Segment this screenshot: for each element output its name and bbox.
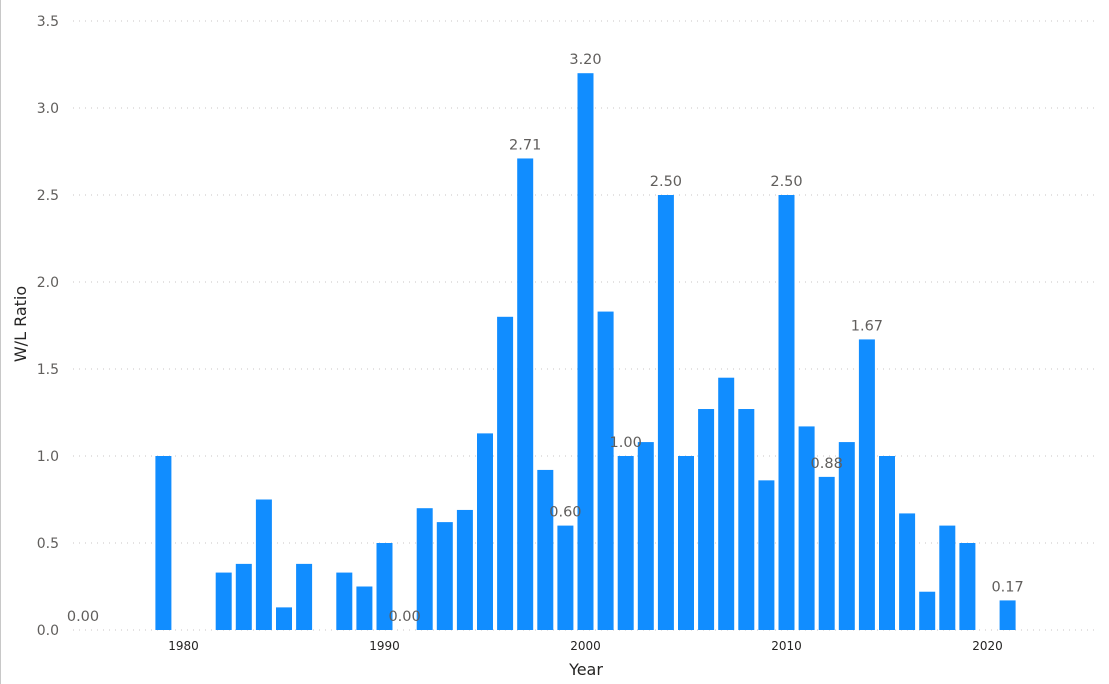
y-axis-ticks: 0.0 0.5 1.0 1.5 2.0 2.5 3.0 3.5	[37, 14, 59, 639]
x-tick-label: 2020	[972, 639, 1003, 653]
bar[interactable]	[477, 433, 493, 630]
data-label: 0.88	[811, 456, 843, 472]
y-tick-label: 1.0	[37, 449, 59, 465]
bar[interactable]	[818, 476, 835, 630]
bar[interactable]	[276, 607, 292, 630]
data-label: 2.71	[509, 137, 541, 153]
bar[interactable]	[919, 591, 936, 630]
bar[interactable]	[497, 316, 514, 630]
bar[interactable]	[778, 195, 795, 630]
bar[interactable]	[416, 508, 433, 630]
bar[interactable]	[155, 456, 172, 630]
x-axis-ticks: 1980 1990 2000 2010 2020	[168, 639, 1003, 653]
y-tick-label: 0.5	[37, 536, 59, 552]
data-label: 2.50	[770, 174, 802, 190]
bar[interactable]	[215, 572, 232, 630]
bar[interactable]	[617, 456, 634, 630]
x-axis-title: Year	[568, 660, 603, 679]
bar[interactable]	[336, 572, 353, 630]
data-label: 0.60	[549, 505, 581, 521]
bar[interactable]	[879, 456, 895, 630]
y-tick-label: 3.5	[37, 14, 59, 30]
bar[interactable]	[577, 73, 594, 630]
bar[interactable]	[798, 426, 815, 630]
x-tick-label: 2000	[570, 639, 601, 653]
bar[interactable]	[959, 543, 976, 630]
bar[interactable]	[939, 525, 956, 630]
y-axis-title: W/L Ratio	[11, 286, 30, 362]
left-border	[0, 0, 1, 684]
x-tick-label: 2010	[771, 639, 802, 653]
x-tick-label: 1980	[168, 639, 199, 653]
y-tick-label: 2.5	[37, 188, 59, 204]
y-tick-label: 0.0	[37, 623, 59, 639]
bar[interactable]	[436, 522, 453, 630]
bar[interactable]	[255, 499, 272, 631]
bar[interactable]	[718, 377, 735, 630]
bar[interactable]	[999, 600, 1016, 630]
bar[interactable]	[296, 563, 313, 630]
bar[interactable]	[637, 442, 654, 630]
bar[interactable]	[758, 480, 775, 630]
data-labels: 0.00 0.00 2.71 0.60 3.20 1.00 2.50 2.50 0.88 1.67…	[67, 52, 1024, 625]
bar[interactable]	[738, 409, 755, 630]
bar[interactable]	[678, 456, 694, 630]
y-tick-label: 1.5	[37, 362, 59, 378]
bar[interactable]	[557, 525, 574, 630]
bar[interactable]	[235, 563, 252, 630]
x-tick-label: 1990	[369, 639, 400, 653]
data-label: 0.00	[67, 609, 99, 625]
bar[interactable]	[456, 509, 473, 630]
bar[interactable]	[597, 311, 614, 630]
data-label: 3.20	[569, 52, 601, 68]
bars	[155, 73, 1016, 631]
bar[interactable]	[657, 195, 674, 630]
bar[interactable]	[838, 442, 855, 630]
y-tick-label: 3.0	[37, 101, 59, 117]
data-label: 1.00	[610, 435, 642, 451]
data-label: 0.00	[388, 609, 420, 625]
data-label: 0.17	[991, 579, 1023, 595]
data-label: 2.50	[650, 174, 682, 190]
bar[interactable]	[376, 543, 393, 630]
y-tick-label: 2.0	[37, 275, 59, 291]
bar[interactable]	[537, 469, 554, 630]
bar[interactable]	[356, 586, 373, 631]
bar[interactable]	[517, 158, 534, 630]
data-label: 1.67	[851, 318, 883, 334]
bar[interactable]	[858, 339, 875, 630]
bar[interactable]	[698, 409, 715, 630]
bar[interactable]	[899, 513, 916, 630]
